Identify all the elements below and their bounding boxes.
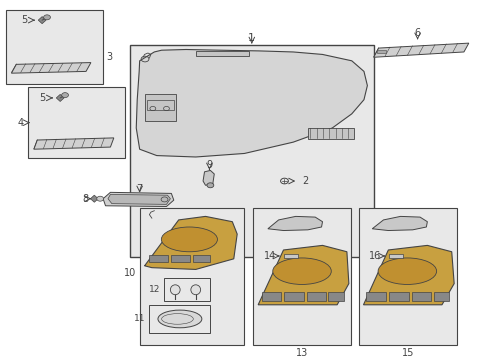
Polygon shape: [136, 49, 366, 157]
Polygon shape: [90, 195, 98, 202]
Bar: [433, 292, 448, 301]
Polygon shape: [56, 94, 64, 102]
Text: 1: 1: [248, 33, 255, 43]
Text: 7: 7: [136, 184, 142, 194]
Bar: [388, 292, 408, 301]
Text: 11: 11: [134, 314, 145, 323]
Text: 14: 14: [264, 251, 276, 261]
Bar: [195, 50, 249, 55]
Circle shape: [61, 93, 68, 98]
Bar: [171, 255, 189, 262]
Polygon shape: [371, 216, 427, 230]
Bar: [283, 254, 298, 258]
Text: 2: 2: [302, 176, 307, 186]
Circle shape: [43, 15, 50, 20]
Ellipse shape: [158, 310, 202, 328]
Polygon shape: [373, 43, 468, 57]
Ellipse shape: [161, 227, 217, 252]
Bar: [307, 128, 353, 139]
Polygon shape: [11, 63, 91, 73]
Text: 16: 16: [368, 251, 381, 261]
Polygon shape: [363, 246, 453, 305]
Text: 6: 6: [414, 28, 420, 38]
Bar: [5, 9, 103, 84]
Text: 8: 8: [82, 194, 88, 204]
Bar: [147, 100, 173, 110]
Polygon shape: [38, 17, 46, 24]
Text: 5: 5: [21, 15, 27, 25]
Bar: [388, 254, 403, 258]
Bar: [253, 208, 350, 346]
Bar: [149, 305, 210, 333]
Text: 15: 15: [401, 348, 413, 358]
Polygon shape: [258, 246, 348, 305]
Ellipse shape: [190, 285, 200, 295]
Polygon shape: [144, 216, 237, 269]
Polygon shape: [267, 216, 322, 230]
Bar: [358, 208, 456, 346]
Bar: [140, 208, 244, 346]
Bar: [130, 45, 373, 257]
Bar: [149, 255, 167, 262]
Bar: [261, 292, 281, 301]
Bar: [366, 292, 385, 301]
Ellipse shape: [272, 258, 330, 284]
Text: 10: 10: [123, 268, 136, 278]
Circle shape: [206, 183, 213, 188]
Bar: [27, 87, 125, 158]
Ellipse shape: [170, 285, 180, 295]
Text: 12: 12: [148, 285, 160, 294]
Bar: [163, 278, 210, 301]
Polygon shape: [34, 138, 114, 149]
Bar: [144, 94, 176, 121]
Bar: [306, 292, 326, 301]
Polygon shape: [108, 194, 170, 204]
Bar: [193, 255, 210, 262]
Text: 13: 13: [295, 348, 307, 358]
Bar: [376, 50, 385, 53]
Bar: [328, 292, 343, 301]
Text: 9: 9: [206, 160, 212, 170]
Text: 3: 3: [106, 52, 112, 62]
Polygon shape: [203, 170, 214, 185]
Bar: [411, 292, 430, 301]
Bar: [284, 292, 304, 301]
Ellipse shape: [377, 258, 436, 284]
Text: 4: 4: [18, 118, 24, 128]
Polygon shape: [103, 192, 173, 207]
Circle shape: [97, 196, 103, 201]
Text: 5: 5: [39, 93, 45, 103]
